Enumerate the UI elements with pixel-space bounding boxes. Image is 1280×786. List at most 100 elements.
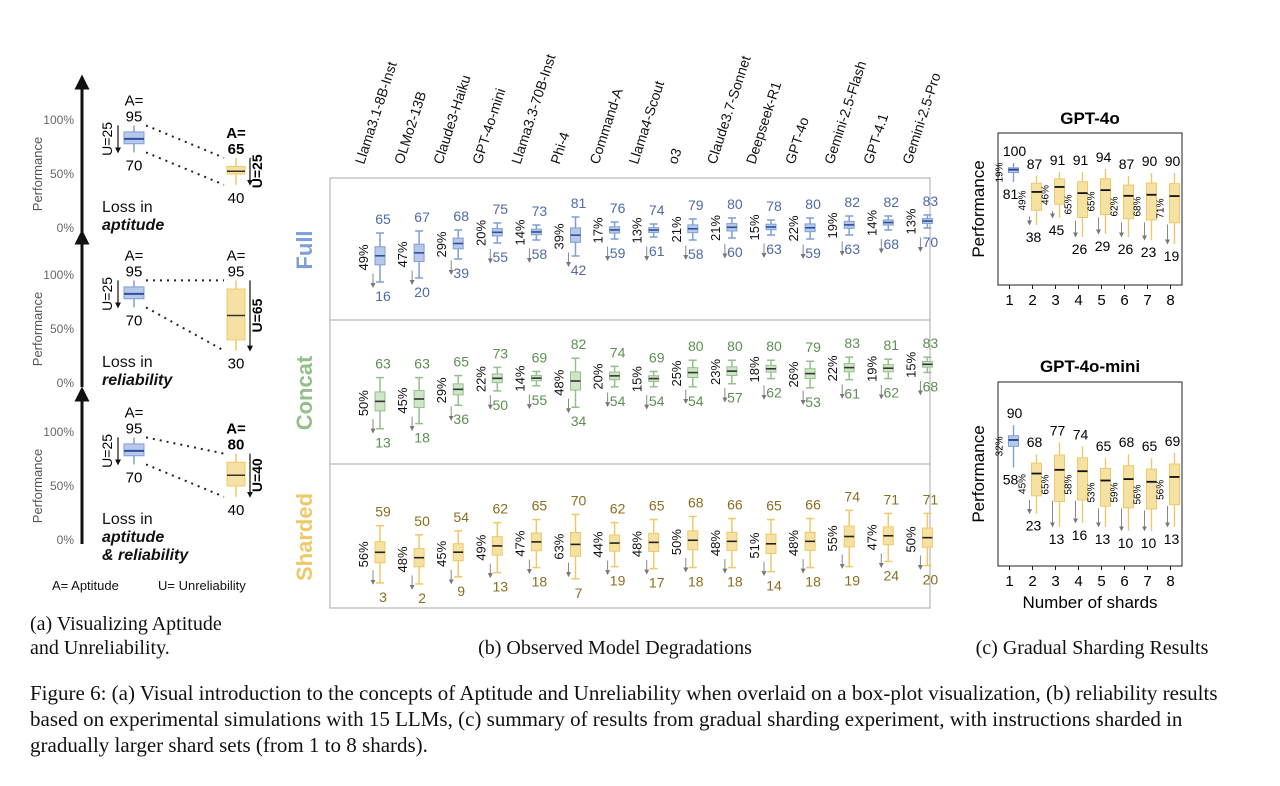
unreliability-pct: 50%: [356, 390, 371, 416]
panel-c-caption: (c) Gradual Sharding Results: [976, 637, 1209, 659]
c-box-body: [1100, 467, 1111, 507]
unreliability-pct: 29%: [434, 377, 449, 403]
panel-a-legend-aptitude: A= Aptitude: [52, 578, 119, 593]
model-label: Deepseek-R1: [743, 79, 785, 166]
top-value-label: 80: [805, 196, 821, 212]
unreliability-pct: 47%: [864, 524, 879, 550]
top-value-label: 66: [805, 497, 821, 513]
unreliability-pct: 50%: [903, 526, 918, 552]
model-label: o3: [664, 146, 684, 166]
bottom-value-label: 18: [727, 574, 743, 590]
unreliability-pct: 48%: [630, 531, 645, 557]
unreliability-pct: 13%: [903, 208, 918, 234]
bottom-value-label: 59: [610, 245, 626, 261]
panel-a-left-box: [123, 131, 145, 145]
unreliability-pct: 14%: [512, 365, 527, 391]
panel-a-right-low-value: 40: [228, 502, 245, 519]
c-bottom-value: 45: [1049, 222, 1065, 238]
bottom-value-label: 20: [923, 572, 939, 588]
c-unreliability-pct: 46%: [1041, 185, 1052, 205]
top-value-label: 83: [844, 335, 860, 351]
panel-a-y-tick: 0%: [57, 221, 75, 235]
model-label: OLMo2-13B: [391, 89, 430, 166]
c-box-body: [1169, 463, 1180, 506]
unreliability-pct: 48%: [708, 530, 723, 556]
x-tick-label: 1: [1005, 292, 1013, 309]
x-tick-label: 6: [1120, 292, 1128, 309]
x-tick-label: 8: [1166, 573, 1174, 590]
c-bottom-value: 13: [1049, 531, 1065, 547]
top-value-label: 73: [532, 203, 548, 219]
panel-a-loss-word: aptitude: [102, 529, 164, 546]
c-unreliability-pct: 45%: [1018, 474, 1029, 494]
bottom-value-label: 18: [805, 574, 821, 590]
model-label: GPT-4o-mini: [469, 86, 508, 166]
bottom-value-label: 58: [688, 246, 704, 262]
subplot-ylabel: Performance: [969, 160, 988, 257]
unreliability-pct: 21%: [669, 216, 684, 242]
unreliability-pct: 29%: [434, 231, 449, 257]
panel-a-left-A-label: A=: [125, 92, 144, 109]
panel-a-right-U: U=25: [249, 154, 265, 188]
bottom-value-label: 55: [532, 392, 548, 408]
c-top-value: 74: [1073, 426, 1089, 442]
c-box-body: [1031, 182, 1042, 211]
bottom-value-label: 14: [766, 578, 782, 594]
panel-a-ylabel: Performance: [30, 292, 45, 366]
panel-c-gradual-sharding: GPT-4oPerformance11008119%2873849%391454…: [969, 109, 1183, 612]
bottom-value-label: 54: [610, 393, 626, 409]
unreliability-pct: 20%: [473, 220, 488, 246]
bottom-value-label: 62: [766, 385, 782, 401]
c-unreliability-pct: 62%: [1110, 196, 1121, 216]
c-unreliability-pct: 56%: [1133, 484, 1144, 504]
bottom-value-label: 54: [688, 393, 704, 409]
top-value-label: 74: [844, 488, 860, 504]
top-value-label: 80: [727, 338, 743, 354]
c-bottom-value: 19: [1164, 248, 1180, 264]
bottom-value-label: 55: [493, 249, 509, 265]
top-value-label: 81: [884, 337, 900, 353]
x-tick-label: 3: [1051, 573, 1059, 590]
c-unreliability-pct: 65%: [1064, 194, 1075, 214]
c-bottom-value: 13: [1164, 531, 1180, 547]
c-unreliability-pct: 32%: [995, 436, 1006, 456]
panel-a-left-A-value: 95: [126, 420, 143, 437]
panel-a-right-U: U=40: [249, 458, 265, 492]
panel-a-left-U: U=25: [99, 277, 115, 311]
panel-a-left-low-value: 70: [126, 157, 143, 174]
unreliability-pct: 22%: [825, 355, 840, 381]
c-top-value: 87: [1027, 156, 1043, 172]
c-bottom-value: 29: [1095, 238, 1111, 254]
panel-a-right-A-label: A=: [226, 421, 246, 438]
c-unreliability-pct: 65%: [1041, 474, 1052, 494]
bottom-value-label: 3: [379, 589, 387, 605]
bottom-value-label: 42: [571, 262, 587, 278]
c-box-body: [1100, 178, 1111, 215]
c-box-body: [1054, 454, 1065, 502]
bottom-value-label: 50: [493, 397, 509, 413]
top-value-label: 69: [532, 349, 548, 365]
bottom-value-label: 70: [923, 234, 939, 250]
panel-a-loss-word: reliability: [102, 372, 173, 389]
c-bottom-value: 23: [1141, 244, 1157, 260]
top-value-label: 80: [766, 338, 782, 354]
unreliability-pct: 19%: [864, 355, 879, 381]
panel-a-left-U: U=25: [99, 434, 115, 468]
top-value-label: 74: [649, 202, 665, 218]
unreliability-pct: 44%: [591, 531, 606, 557]
subplot-title: GPT-4o: [1060, 109, 1120, 128]
top-value-label: 68: [688, 494, 704, 510]
model-label: Command-A: [586, 86, 626, 166]
unreliability-pct: 15%: [903, 351, 918, 377]
c-unreliability-pct: 59%: [1110, 482, 1121, 502]
panel-a-y-tick: 100%: [43, 425, 74, 439]
unreliability-pct: 45%: [395, 387, 410, 413]
top-value-label: 79: [805, 339, 821, 355]
bottom-value-label: 57: [727, 390, 743, 406]
panel-a-left-A-label: A=: [125, 247, 144, 264]
panel-a-loss-text: Loss in: [102, 511, 153, 528]
c-top-value: 68: [1119, 434, 1135, 450]
c-box-body: [1054, 178, 1065, 205]
unreliability-pct: 17%: [591, 217, 606, 243]
